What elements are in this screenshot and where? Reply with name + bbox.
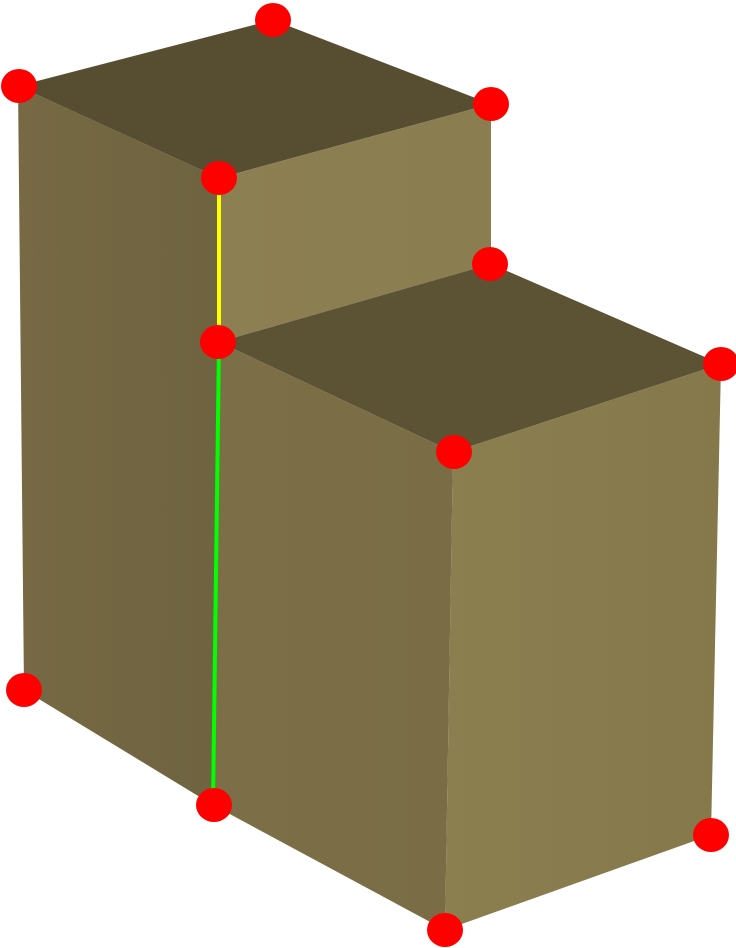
vertex-dot: [1, 69, 37, 103]
left-side-face: [18, 86, 219, 805]
upper-front-face: [219, 104, 491, 342]
vertex-dot: [201, 161, 237, 195]
lower-right-face: [445, 364, 721, 930]
lower-edge-green: [211, 341, 221, 806]
vertex-dot: [196, 788, 232, 822]
vertex-dot: [693, 818, 729, 852]
vertex-dot: [473, 87, 509, 121]
vertex-dot: [436, 435, 472, 469]
upper-top-face: [18, 20, 491, 178]
vertex-dot: [200, 325, 236, 359]
lower-top-face: [219, 264, 721, 452]
vertex-dot: [472, 247, 508, 281]
vertex-dot: [255, 3, 291, 37]
vertex-dot: [703, 347, 736, 381]
vertex-dot: [6, 673, 42, 707]
lower-left-face: [213, 342, 453, 930]
vertex-dot: [427, 913, 463, 947]
vertex-markers: [1, 3, 736, 947]
